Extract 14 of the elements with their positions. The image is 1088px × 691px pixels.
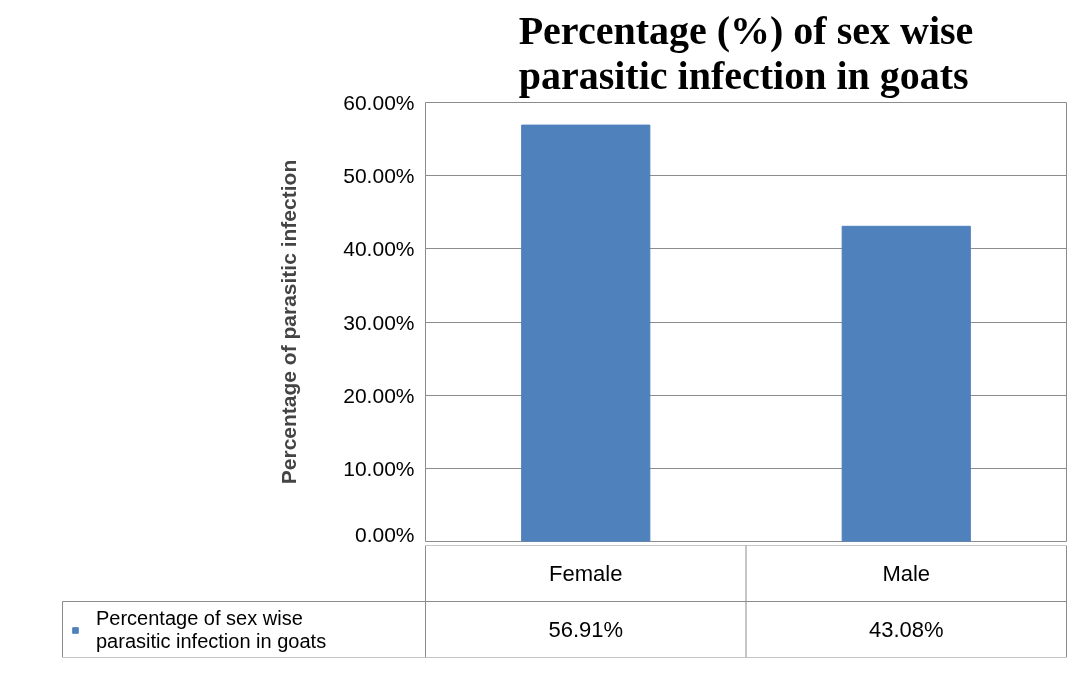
- y-tick-label: 50.00%: [343, 164, 415, 188]
- chart-title: Percentage (%) of sex wise parasitic infection in goats: [518, 7, 974, 98]
- y-tick-label: 40.00%: [343, 237, 415, 261]
- y-tick-label: 20.00%: [343, 383, 415, 407]
- data-label: 43.08%: [868, 617, 944, 642]
- y-tick-label: 60.00%: [343, 91, 415, 114]
- y-axis-title: Percentage of parasitic infection: [277, 159, 301, 485]
- legend-label: Percentage of sex wise parasitic infection in goats: [96, 607, 327, 653]
- x-tick-label: Male: [882, 561, 931, 586]
- y-tick-label: 0.00%: [354, 522, 415, 546]
- x-tick-label: Female: [549, 561, 623, 586]
- y-tick-label: 10.00%: [343, 456, 415, 480]
- y-tick-label: 30.00%: [343, 310, 415, 334]
- data-label: 56.91%: [548, 617, 624, 642]
